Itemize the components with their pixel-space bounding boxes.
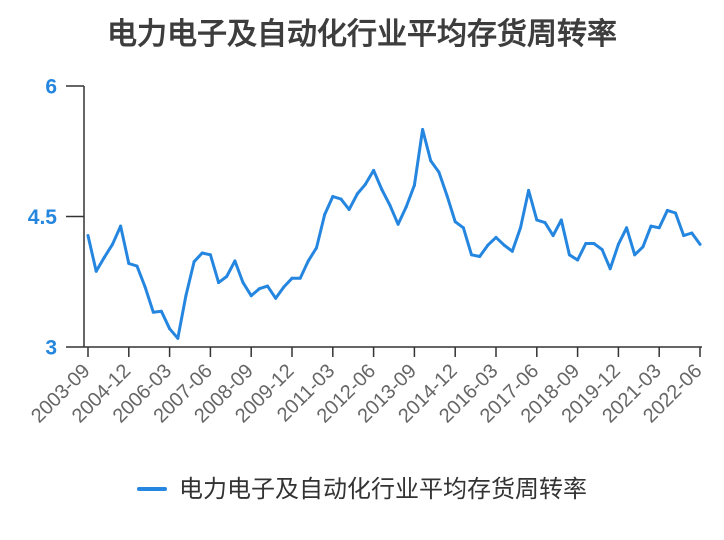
data-point xyxy=(135,264,139,268)
data-point xyxy=(241,281,245,285)
data-point xyxy=(266,284,269,288)
data-point xyxy=(625,226,629,230)
data-point xyxy=(608,267,612,271)
data-point xyxy=(412,183,416,187)
data-point xyxy=(119,224,123,228)
data-point xyxy=(535,218,539,222)
data-point xyxy=(306,259,310,263)
data-point xyxy=(331,195,335,198)
y-tick-label: 4.5 xyxy=(28,206,58,229)
data-point xyxy=(519,226,522,230)
data-point xyxy=(111,242,114,246)
data-point xyxy=(184,294,188,298)
data-point xyxy=(257,287,261,291)
series-layer xyxy=(86,128,702,340)
data-point xyxy=(567,253,571,257)
data-point xyxy=(102,255,106,259)
data-point xyxy=(584,242,588,245)
data-point xyxy=(372,168,376,172)
y-tick-label: 3 xyxy=(45,337,57,360)
data-point xyxy=(600,248,604,252)
data-point xyxy=(282,285,286,289)
data-point xyxy=(388,203,392,207)
data-point xyxy=(323,213,327,217)
data-point xyxy=(339,197,343,201)
data-point xyxy=(551,234,555,238)
data-point xyxy=(315,246,318,250)
data-point xyxy=(470,253,473,257)
data-point xyxy=(421,128,425,131)
data-point xyxy=(437,170,441,174)
chart-title: 电力电子及自动化行业平均存货周转率 xyxy=(107,17,617,52)
data-point xyxy=(208,253,212,257)
data-point xyxy=(200,251,204,255)
data-point xyxy=(290,276,294,280)
data-point xyxy=(298,276,302,280)
data-point xyxy=(347,208,351,211)
data-point xyxy=(502,243,506,247)
data-point xyxy=(682,234,686,238)
data-point xyxy=(576,258,580,262)
data-point xyxy=(176,336,180,340)
data-point xyxy=(641,245,645,249)
data-point xyxy=(559,218,563,222)
data-point xyxy=(616,242,620,246)
data-point xyxy=(478,255,482,258)
data-point xyxy=(633,253,637,257)
data-point xyxy=(363,182,367,186)
legend: 电力电子及自动化行业平均存货周转率 xyxy=(0,474,724,504)
data-point xyxy=(159,309,163,313)
data-point xyxy=(225,275,229,278)
data-point xyxy=(657,226,661,230)
data-point xyxy=(233,259,237,263)
data-point xyxy=(192,260,196,264)
data-point xyxy=(217,281,221,285)
data-point xyxy=(274,296,278,300)
data-point xyxy=(494,235,498,239)
legend-line-swatch xyxy=(137,487,167,491)
y-tick-label: 6 xyxy=(45,76,57,99)
data-point xyxy=(445,194,449,198)
data-point xyxy=(86,234,90,238)
data-point xyxy=(249,294,253,298)
data-point xyxy=(355,192,359,196)
data-point xyxy=(592,242,596,245)
data-point xyxy=(510,249,514,253)
legend-item[interactable]: 电力电子及自动化行业平均存货周转率 xyxy=(137,474,587,504)
data-point xyxy=(690,231,694,235)
data-point xyxy=(94,269,98,273)
data-point xyxy=(127,262,131,265)
data-point xyxy=(486,243,490,247)
data-point xyxy=(665,208,669,212)
data-point xyxy=(404,205,408,209)
data-point xyxy=(143,285,147,289)
data-point xyxy=(429,159,433,163)
data-point xyxy=(380,188,384,191)
axes: 34.562003-092004-122006-032007-062008-09… xyxy=(27,76,706,428)
data-point xyxy=(527,188,531,192)
data-point xyxy=(461,226,465,230)
series-line xyxy=(86,128,702,340)
data-point xyxy=(151,310,155,314)
data-point xyxy=(453,220,457,224)
data-point xyxy=(649,224,653,228)
data-point xyxy=(674,211,677,215)
data-point xyxy=(396,222,400,226)
data-point xyxy=(168,327,172,331)
legend-label: 电力电子及自动化行业平均存货周转率 xyxy=(179,475,587,503)
data-point xyxy=(698,242,702,246)
data-point xyxy=(543,221,547,225)
